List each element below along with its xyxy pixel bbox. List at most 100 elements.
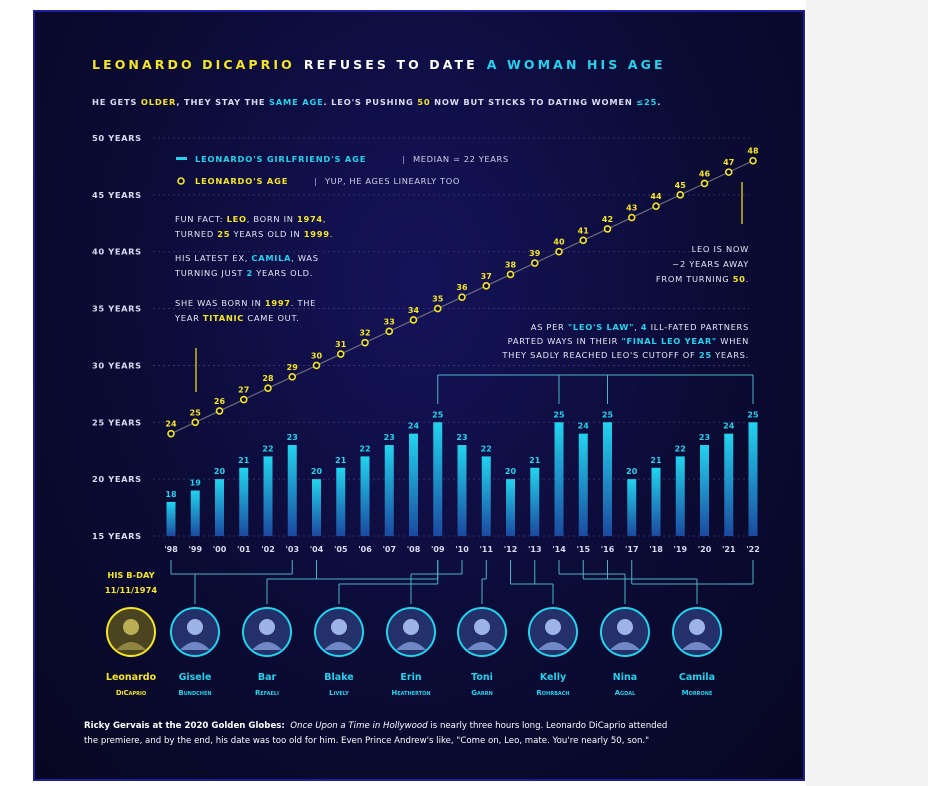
girlfriend-age-bar	[263, 456, 273, 536]
chart-title: LEONARDO DICAPRIO REFUSES TO DATE A WOMAN …	[92, 57, 666, 72]
footer-film: Once Upon a Time in Hollywood	[290, 721, 428, 731]
leo-age-value-label: 48	[747, 147, 759, 156]
girlfriend-age-bar	[384, 445, 394, 536]
leo-age-value-label: 37	[481, 272, 492, 281]
x-axis-labels: '98 '99 '00 '01 '02 '03 '04 '05 '06 '07 '08 '09 '10 '…	[164, 545, 760, 554]
leo-age-point	[603, 225, 612, 233]
person-first-name: Leonardo	[106, 672, 157, 683]
bar-value-label: 25	[432, 410, 444, 419]
person-last-name: Lively	[329, 689, 349, 697]
leo-age-point	[239, 395, 248, 404]
leo-age-point	[385, 327, 394, 336]
girlfriend-age-bar	[360, 456, 370, 536]
leo-now-line-3: FROM TURNING 50.	[656, 274, 749, 284]
bar-value-label: 25	[553, 410, 565, 419]
leo-age-value-label: 44	[650, 192, 662, 201]
bar-value-label: 21	[335, 456, 347, 465]
person-last-name: Bundchen	[178, 689, 211, 697]
girlfriend-age-bar	[287, 445, 297, 536]
girlfriend-age-bar	[724, 433, 734, 536]
girlfriend-age-bar	[433, 422, 443, 536]
avatar-head-icon	[545, 619, 561, 635]
leo-age-value-label: 39	[529, 249, 541, 258]
avatar-shoulders-icon	[610, 642, 640, 650]
x-tick-label: '16	[601, 545, 615, 554]
leo-age-point	[361, 338, 369, 347]
girlfriend-age-bar	[190, 490, 200, 536]
legend-leo-note: YUP, HE AGES LINEARLY TOO	[324, 176, 460, 186]
x-tick-label: '04	[310, 545, 324, 554]
leo-age-point	[530, 259, 539, 267]
person-last-name: Rohrbach	[536, 689, 569, 697]
bar-value-label: 21	[238, 456, 250, 465]
annotations: FUN FACT: LEO, BORN IN 1974, TURNED 25 Y…	[174, 214, 749, 360]
bar-value-label: 20	[626, 467, 638, 476]
x-tick-label: '05	[334, 545, 348, 554]
person-first-name: Nina	[613, 672, 637, 683]
leo-age-point	[724, 168, 733, 176]
leo-age-value-label: 26	[214, 397, 226, 406]
leo-age-point	[409, 316, 418, 324]
bar-value-label: 19	[190, 479, 202, 488]
girlfriend-age-bar	[675, 456, 685, 536]
leo-age-value-label: 31	[335, 340, 347, 349]
avatar-shoulders-icon	[538, 642, 568, 650]
cutoff-connectors	[437, 374, 754, 404]
leo-age-point	[579, 236, 588, 245]
girlfriend-age-bar	[603, 422, 612, 536]
legend-divider-2: |	[314, 176, 317, 186]
bar-value-label: 23	[384, 433, 395, 442]
y-tick-label: 40 YEARS	[92, 247, 142, 257]
bar-value-label: 20	[505, 467, 517, 476]
legend-divider-1: |	[402, 154, 405, 164]
y-tick-label: 15 YEARS	[92, 531, 142, 541]
person-kelly: Kelly Rohrbach	[528, 607, 578, 697]
grid-lines	[153, 137, 749, 537]
leo-age-point	[482, 282, 491, 290]
person-erin: Erin Heatherton	[386, 607, 436, 697]
leo-age-point	[336, 350, 345, 358]
x-tick-label: '10	[455, 545, 469, 554]
footer-speaker: Ricky Gervais at the 2020 Golden Globes:	[84, 721, 285, 731]
girlfriend-age-bar	[215, 479, 224, 536]
footer-quote: Ricky Gervais at the 2020 Golden Globes:…	[84, 719, 803, 749]
girlfriend-age-bar	[700, 445, 709, 536]
person-first-name: Blake	[324, 672, 353, 683]
y-tick-label: 20 YEARS	[92, 474, 142, 484]
legend: LEONARDO'S GIRLFRIEND'S AGE | MEDIAN = 2…	[176, 154, 508, 186]
leo-age-point	[458, 293, 466, 302]
leo-age-value-label: 34	[408, 306, 420, 315]
infographic-card: LEONARDO DICAPRIO REFUSES TO DATE A WOMAN …	[33, 10, 805, 781]
bar-value-label: 23	[699, 433, 710, 442]
leo-age-value-label: 25	[190, 408, 202, 417]
y-axis-labels: 15 YEARS 20 YEARS 25 YEARS 30 YEARS 35 YEARS…	[92, 133, 142, 541]
girlfriend-age-bar	[530, 467, 540, 536]
leo-age-point	[749, 156, 757, 165]
person-blake: Blake Lively	[314, 607, 364, 697]
avatar-shoulders-icon	[682, 642, 712, 650]
leo-age-value-label: 30	[311, 351, 323, 360]
avatar-head-icon	[403, 619, 419, 635]
avatar-head-icon	[187, 619, 203, 635]
bar-value-label: 24	[723, 422, 735, 431]
x-tick-label: '11	[479, 545, 493, 554]
bar-value-label: 22	[481, 444, 492, 453]
law-line-1: AS PER "LEO'S LAW", 4 ILL-FATED PARTNERS	[531, 322, 749, 332]
x-tick-label: '19	[673, 545, 687, 554]
avatar-head-icon	[123, 619, 139, 635]
x-tick-label: '12	[504, 545, 518, 554]
avatar-head-icon	[617, 619, 633, 635]
girlfriend-age-bar	[409, 433, 418, 536]
bar-value-label: 22	[359, 444, 370, 453]
law-line-2: PARTED WAYS IN THEIR "FINAL LEO YEAR" WH…	[508, 336, 749, 346]
y-tick-label: 45 YEARS	[92, 190, 142, 200]
x-tick-label: '17	[625, 545, 639, 554]
x-tick-label: '00	[213, 545, 227, 554]
legend-girlfriend-label: LEONARDO'S GIRLFRIEND'S AGE	[195, 154, 366, 164]
person-last-name: Garrn	[471, 689, 493, 697]
legend-bar-swatch	[176, 157, 187, 160]
bar-value-label: 22	[262, 444, 273, 453]
x-tick-label: '13	[528, 545, 542, 554]
bar-value-label: 20	[311, 467, 323, 476]
leo-age-value-label: 35	[432, 295, 444, 304]
